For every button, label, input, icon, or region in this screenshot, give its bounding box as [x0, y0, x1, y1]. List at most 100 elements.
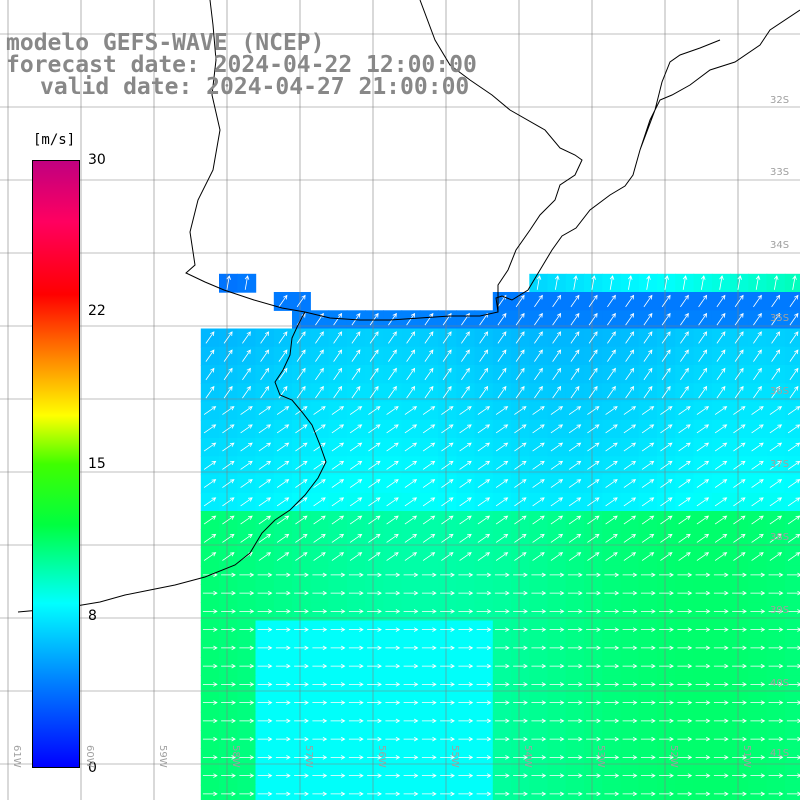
wind-arrow: [276, 497, 290, 507]
wind-cell: [492, 383, 512, 403]
wind-arrow: [677, 718, 693, 724]
wind-arrow: [275, 627, 291, 632]
wind-arrow: [476, 682, 492, 687]
wind-cell: [584, 529, 603, 549]
wind-arrow: [568, 497, 582, 507]
wind-arrow: [769, 442, 783, 452]
wind-arrow: [751, 424, 764, 434]
wind-arrow: [221, 572, 236, 578]
wind-cell: [675, 474, 695, 494]
wind-arrow: [605, 479, 618, 488]
wind-cell: [511, 784, 530, 800]
wind-arrow: [205, 385, 215, 399]
wind-arrow: [625, 385, 635, 399]
wind-arrow: [458, 736, 474, 742]
wind-arrow: [789, 367, 799, 381]
wind-arrow: [605, 515, 618, 525]
wind-arrow: [404, 406, 418, 415]
wind-cell: [620, 365, 640, 384]
wind-arrow: [222, 533, 235, 543]
wind-cell: [456, 383, 476, 403]
wind-arrow: [678, 533, 691, 543]
wind-arrow: [221, 590, 236, 596]
wind-arrow: [750, 590, 766, 596]
wind-cell: [292, 547, 311, 567]
wind-arrow: [640, 609, 656, 614]
wind-arrow: [313, 442, 326, 452]
wind-arrow: [424, 349, 434, 362]
wind-arrow: [768, 627, 784, 632]
wind-arrow: [479, 385, 489, 399]
wind-cell: [529, 310, 549, 330]
wind-cell: [657, 438, 676, 457]
wind-arrow: [494, 627, 510, 632]
wind-cell: [237, 383, 257, 403]
wind-arrow: [458, 773, 474, 778]
wind-arrow: [786, 700, 800, 705]
wind-arrow: [552, 294, 562, 308]
wind-arrow: [695, 663, 711, 669]
wind-arrow: [641, 479, 655, 488]
wind-arrow: [713, 627, 729, 632]
wind-arrow: [513, 700, 528, 705]
wind-arrow: [714, 424, 728, 434]
wind-cell: [346, 383, 366, 403]
wind-arrow: [295, 533, 308, 543]
wind-cell: [766, 383, 786, 403]
wind-cell: [565, 492, 585, 512]
wind-cell: [346, 474, 366, 494]
wind-arrow: [404, 424, 418, 434]
wind-cell: [766, 492, 786, 512]
wind-cell: [346, 529, 366, 549]
wind-arrow: [348, 663, 364, 669]
wind-cell: [219, 784, 238, 800]
wind-arrow: [607, 367, 616, 381]
wind-cell: [328, 547, 348, 567]
wind-arrow: [440, 572, 455, 578]
wind-cell: [492, 346, 512, 366]
wind-arrow: [203, 552, 217, 561]
wind-arrow: [368, 552, 381, 561]
wind-arrow: [640, 663, 656, 669]
wind-arrow: [477, 442, 491, 452]
wind-cell: [492, 438, 512, 457]
wind-arrow: [242, 385, 251, 399]
wind-cell: [565, 401, 585, 421]
wind-arrow: [532, 497, 545, 507]
wind-arrow: [258, 424, 272, 434]
wind-arrow: [312, 736, 328, 742]
wind-arrow: [404, 460, 418, 470]
wind-cell: [365, 474, 384, 494]
wind-arrow: [751, 497, 764, 507]
wind-arrow: [403, 572, 419, 578]
wind-arrow: [386, 552, 399, 561]
wind-arrow: [733, 533, 746, 543]
wind-arrow: [351, 367, 361, 381]
wind-cell: [547, 474, 567, 494]
wind-arrow: [202, 718, 218, 724]
wind-cell: [529, 273, 549, 293]
wind-arrow: [513, 572, 528, 578]
wind-cell: [511, 474, 530, 494]
wind-cell: [401, 383, 421, 403]
wind-arrow: [333, 331, 343, 344]
wind-arrow: [386, 424, 399, 434]
wind-arrow: [573, 275, 578, 290]
wind-cell: [474, 511, 494, 530]
wind-arrow: [513, 773, 528, 778]
wind-arrow: [476, 736, 492, 742]
wind-arrow: [403, 609, 419, 614]
wind-arrow: [313, 424, 326, 434]
wind-arrow: [331, 497, 345, 507]
wind-arrow: [385, 755, 401, 760]
wind-cell: [748, 511, 768, 530]
wind-arrow: [203, 497, 217, 507]
wind-arrow: [661, 349, 671, 362]
wind-arrow: [640, 572, 656, 578]
wind-cell: [292, 511, 311, 530]
wind-arrow: [734, 385, 744, 399]
wind-cell: [273, 438, 293, 457]
wind-cell: [237, 474, 257, 494]
wind-arrow: [732, 627, 747, 632]
wind-arrow: [476, 590, 492, 596]
